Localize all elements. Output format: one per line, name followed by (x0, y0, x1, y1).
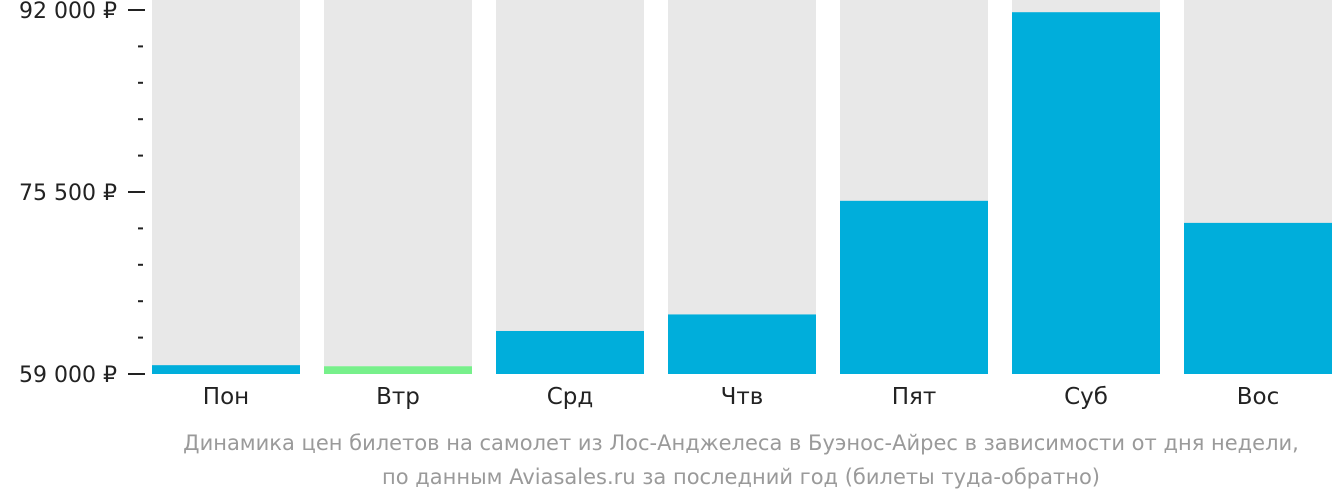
caption-line-1: Динамика цен билетов на самолет из Лос-А… (183, 431, 1299, 455)
bar-2 (324, 366, 472, 374)
background-column (152, 0, 300, 374)
caption-line-2: по данным Aviasales.ru за последний год … (382, 465, 1100, 489)
x-tick-label: Втр (376, 384, 420, 410)
x-tick-label: Вос (1237, 384, 1280, 410)
y-tick-label: 59 000 ₽ (19, 363, 117, 388)
bar-1 (152, 365, 300, 374)
bar-6 (1012, 12, 1160, 375)
x-tick-label: Суб (1064, 384, 1108, 410)
background-column (324, 0, 472, 374)
price-bar-chart: 59 000 ₽ 75 500 ₽ 92 000 ₽ Пон Втр Срд Чтв Пят… (19, 0, 1332, 410)
x-tick-label: Срд (547, 384, 594, 410)
x-tick-label: Пят (892, 384, 937, 410)
bar-3 (496, 330, 644, 374)
bar-7 (1184, 222, 1332, 374)
background-column (496, 0, 644, 374)
x-axis: Пон Втр Срд Чтв Пят Суб Вос (203, 384, 1279, 410)
x-tick-label: Пон (203, 384, 249, 410)
y-tick-label: 75 500 ₽ (19, 181, 117, 206)
bars (152, 12, 1332, 375)
y-axis: 59 000 ₽ 75 500 ₽ 92 000 ₽ (19, 0, 145, 388)
y-tick-label: 92 000 ₽ (19, 0, 117, 24)
background-column (668, 0, 816, 374)
bar-5 (840, 200, 988, 374)
bar-4 (668, 314, 816, 374)
x-tick-label: Чтв (721, 384, 764, 410)
